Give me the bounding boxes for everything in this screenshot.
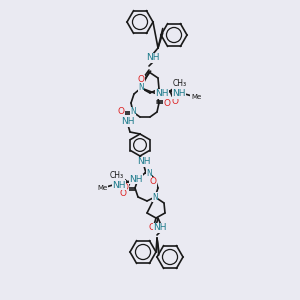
Text: NH: NH xyxy=(121,118,135,127)
Text: Me: Me xyxy=(191,94,201,100)
Text: O: O xyxy=(148,224,155,232)
Text: O: O xyxy=(164,98,170,107)
Text: NH: NH xyxy=(137,158,151,166)
Text: CH₃: CH₃ xyxy=(110,170,124,179)
Text: O: O xyxy=(149,178,157,187)
Text: N: N xyxy=(138,83,144,92)
Text: O: O xyxy=(172,98,178,106)
Text: NH: NH xyxy=(146,53,160,62)
Text: O: O xyxy=(119,188,127,197)
Text: NH: NH xyxy=(129,175,143,184)
Text: N: N xyxy=(146,169,152,178)
Text: NH: NH xyxy=(112,181,126,190)
Text: Me: Me xyxy=(97,185,107,191)
Text: NH: NH xyxy=(153,224,167,232)
Text: NH: NH xyxy=(172,89,186,98)
Text: NH: NH xyxy=(155,89,169,98)
Text: N: N xyxy=(152,193,158,202)
Text: CH₃: CH₃ xyxy=(173,80,187,88)
Text: O: O xyxy=(122,184,128,193)
Text: N: N xyxy=(152,193,158,202)
Text: O: O xyxy=(137,76,145,85)
Text: O: O xyxy=(118,107,124,116)
Text: N: N xyxy=(130,107,136,116)
